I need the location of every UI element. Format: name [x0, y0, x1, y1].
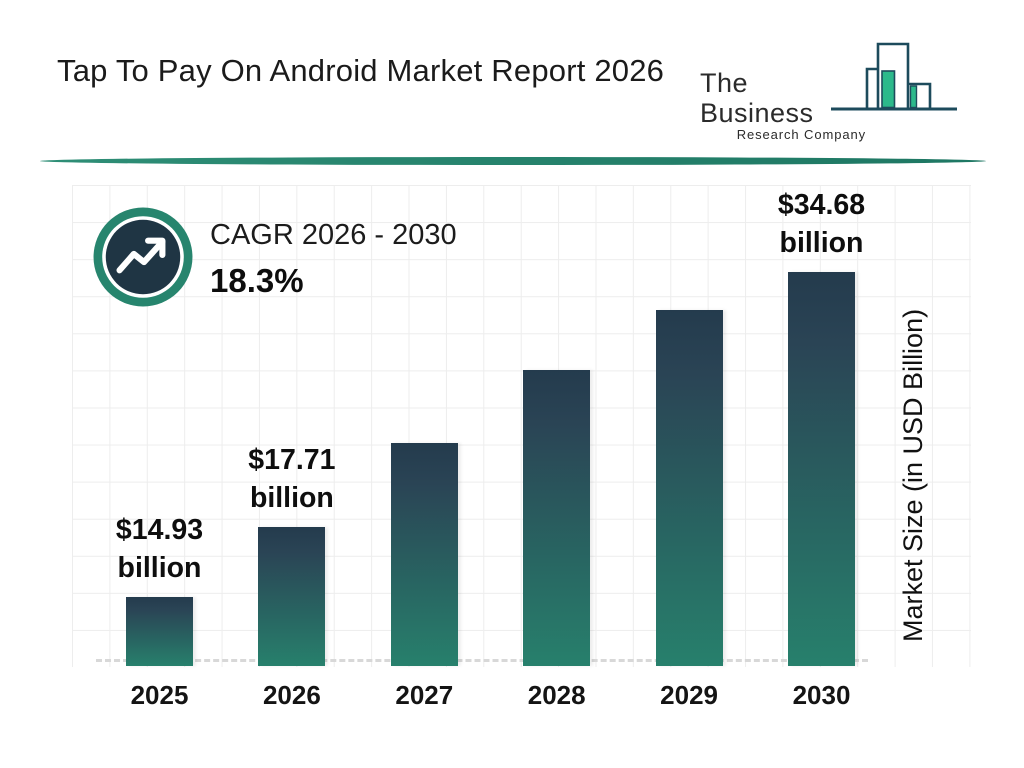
page-title: Tap To Pay On Android Market Report 2026	[57, 53, 665, 88]
header-divider	[40, 157, 986, 165]
bar-2029	[655, 310, 723, 666]
logo-skyline-icon	[831, 42, 957, 111]
x-axis-label-2026: 2026	[262, 680, 321, 710]
bar-2028	[523, 370, 591, 666]
company-logo: The Business Research Company	[700, 68, 866, 142]
logo-name: The Business	[700, 68, 814, 128]
trending-up-icon	[93, 207, 193, 307]
value-label-2030: $34.68 billion	[777, 189, 866, 259]
chart-dashed-baseline	[96, 659, 868, 662]
bar-2027	[390, 443, 458, 666]
bar-2030	[788, 272, 855, 666]
y-axis-label: Market Size (in USD Billion)	[898, 308, 928, 642]
logo-subname: Research Company	[736, 127, 866, 142]
value-label-2025: $14.93 billion	[115, 514, 204, 584]
bar-2025	[126, 597, 193, 666]
cagr-value: 18.3%	[210, 262, 304, 299]
x-axis-label-2028: 2028	[527, 680, 586, 710]
x-axis-label-2027: 2027	[395, 680, 454, 710]
x-axis-label-2030: 2030	[792, 680, 851, 710]
cagr-period-label: CAGR 2026 - 2030	[210, 219, 457, 251]
bar-2026	[258, 527, 326, 666]
value-label-2026: $17.71 billion	[248, 444, 336, 514]
x-axis-label-2025: 2025	[130, 680, 189, 710]
x-axis-label-2029: 2029	[660, 680, 719, 710]
